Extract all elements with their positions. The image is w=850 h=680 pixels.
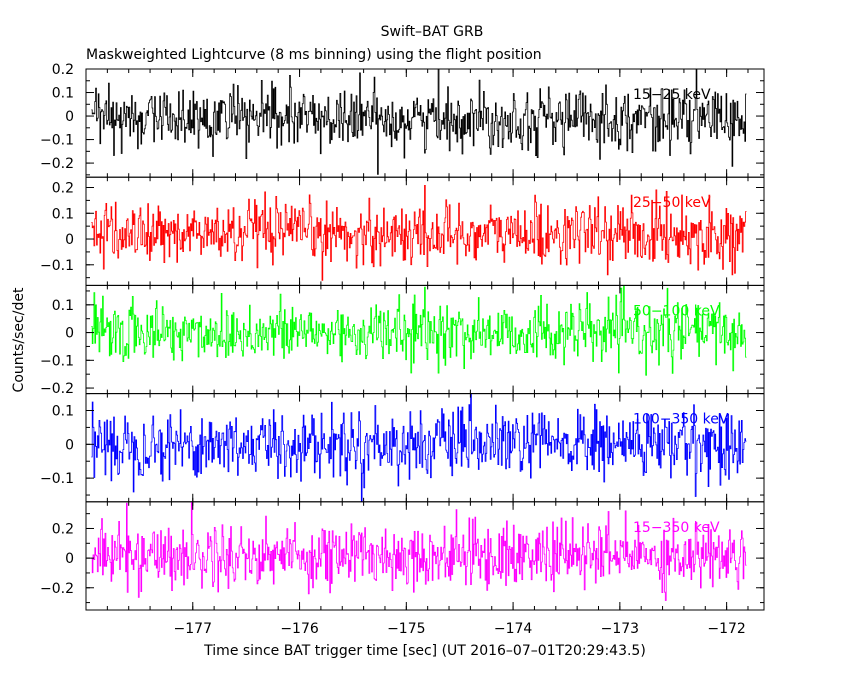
y-tick-label: 0.2 bbox=[52, 521, 74, 537]
y-tick-label: −0.1 bbox=[40, 471, 74, 487]
series-line-4 bbox=[91, 393, 747, 502]
y-tick-label: −0.2 bbox=[40, 381, 74, 397]
y-tick-label: 0.1 bbox=[52, 404, 74, 420]
y-tick-label: 0.2 bbox=[52, 62, 74, 78]
y-tick-label: −0.2 bbox=[40, 581, 74, 597]
panel-2: 25−50 keV 0.2 0.1 0 −0.1 bbox=[40, 176, 765, 286]
x-axis-label: Time since BAT trigger time [sec] (UT 20… bbox=[203, 643, 646, 659]
x-tick-label: −175 bbox=[387, 621, 425, 637]
band-label-2: 25−50 keV bbox=[633, 195, 711, 211]
y-axis-label: Counts/sec/det bbox=[11, 287, 27, 392]
y-tick-label: 0.2 bbox=[52, 181, 74, 197]
y-tick-label: 0 bbox=[65, 232, 74, 248]
y-tick-label: −0.1 bbox=[40, 133, 74, 149]
x-tick-label: −176 bbox=[280, 621, 319, 637]
y-tick-label: −0.1 bbox=[40, 353, 74, 369]
x-tick-label: −172 bbox=[707, 621, 745, 637]
band-label-3: 50−100 keV bbox=[633, 303, 720, 319]
y-tick-label: −0.1 bbox=[40, 258, 74, 274]
y-tick-label: 0 bbox=[65, 551, 74, 567]
series-line-2 bbox=[91, 185, 747, 281]
panel-3: 50−100 keV 0.1 0 −0.1 −0.2 bbox=[40, 284, 765, 397]
y-tick-label: 0 bbox=[65, 109, 74, 125]
band-label-5: 15−350 keV bbox=[633, 520, 720, 536]
x-tick-label: −174 bbox=[494, 621, 533, 637]
band-label-1: 15−25 keV bbox=[633, 87, 711, 103]
panel-1: 15−25 keV 0.2 0.1 0 −0.1 −0.2 bbox=[40, 62, 765, 178]
panel-frame-5 bbox=[85, 501, 765, 611]
panel-4: 100−350 keV 0.1 0 −0.1 bbox=[40, 393, 765, 503]
panel-5: 15−350 keV 0.2 0 −0.2 bbox=[40, 501, 765, 611]
chart-subtitle: Maskweighted Lightcurve (8 ms binning) u… bbox=[86, 47, 542, 63]
y-tick-label: 0.1 bbox=[52, 206, 74, 222]
y-tick-label: 0 bbox=[65, 437, 74, 453]
y-tick-label: 0.1 bbox=[52, 298, 74, 314]
chart-title: Swift–BAT GRB bbox=[381, 24, 484, 40]
series-line-1 bbox=[91, 69, 747, 175]
y-tick-label: 0.1 bbox=[52, 86, 74, 102]
series-line-3 bbox=[91, 285, 747, 376]
band-label-4: 100−350 keV bbox=[633, 412, 729, 428]
y-tick-label: 0 bbox=[65, 326, 74, 342]
series-line-5 bbox=[91, 501, 747, 601]
x-tick-label: −173 bbox=[601, 621, 639, 637]
y-tick-label: −0.2 bbox=[40, 156, 74, 172]
x-tick-label: −177 bbox=[174, 621, 212, 637]
panels: 15−25 keV 0.2 0.1 0 −0.1 −0.2 25−50 keV 0.2 0.1 0… bbox=[40, 62, 765, 637]
